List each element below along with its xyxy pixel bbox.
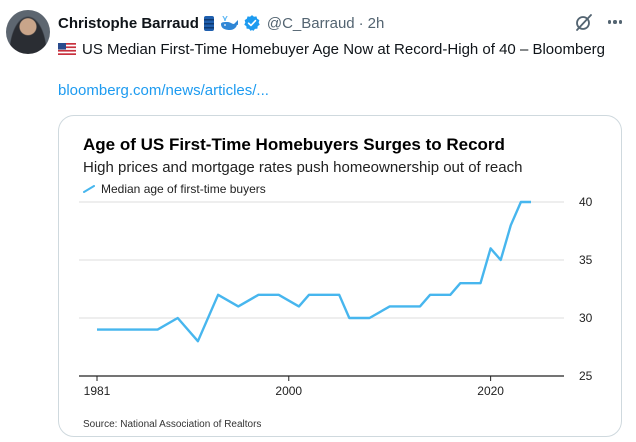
tweet-text: US Median First-Time Homebuyer Age Now a… <box>58 40 618 60</box>
series-line-median-age <box>97 200 531 343</box>
grok-icon[interactable] <box>574 12 594 32</box>
y-tick-label: 40 <box>579 195 593 209</box>
whale-icon <box>219 15 239 32</box>
more-icon[interactable] <box>604 12 626 32</box>
chart-subtitle: High prices and mortgage rates push home… <box>83 159 523 176</box>
x-tick-label: 1981 <box>84 384 111 398</box>
article-link[interactable]: bloomberg.com/news/articles/... <box>58 82 269 99</box>
line-chart: 25 30 35 40 1981 2000 2020 <box>79 195 593 398</box>
tweet-body: US Median First-Time Homebuyer Age Now a… <box>82 41 605 58</box>
tweet-header: Christophe Barraud @C_Barraud · 2h <box>58 12 384 34</box>
legend-label: Median age of first-time buyers <box>101 182 266 196</box>
chart-title: Age of US First-Time Homebuyers Surges t… <box>83 135 505 154</box>
timestamp[interactable]: 2h <box>367 14 385 32</box>
y-tick-label: 30 <box>579 311 593 325</box>
author-handle[interactable]: @C_Barraud <box>266 14 355 32</box>
avatar[interactable] <box>6 10 50 54</box>
author-name[interactable]: Christophe Barraud <box>58 14 199 32</box>
us-flag-icon <box>58 41 76 55</box>
legend-swatch <box>83 185 95 193</box>
y-tick-label: 25 <box>579 369 593 383</box>
oil-barrel-icon <box>203 15 215 32</box>
x-tick-label: 2020 <box>477 384 504 398</box>
chart-source: Source: National Association of Realtors <box>83 419 262 430</box>
x-tick-label: 2000 <box>275 384 302 398</box>
chart-card[interactable]: 25 30 35 40 1981 2000 2020 Age of US First-Tim… <box>58 115 622 437</box>
y-tick-label: 35 <box>579 253 593 267</box>
verified-badge-icon[interactable] <box>243 14 261 32</box>
separator-dot: · <box>358 14 364 32</box>
chart-legend: Median age of first-time buyers <box>83 182 266 196</box>
